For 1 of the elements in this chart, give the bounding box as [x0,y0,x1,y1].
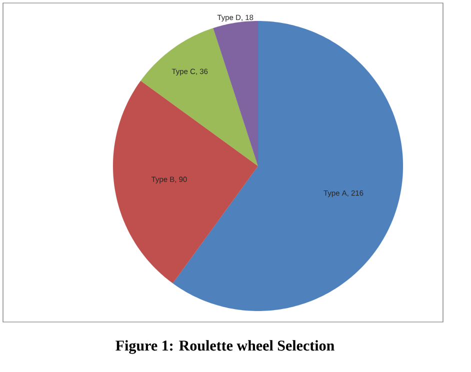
text: Figure 1: Roulette wheel Selection [116,340,334,354]
